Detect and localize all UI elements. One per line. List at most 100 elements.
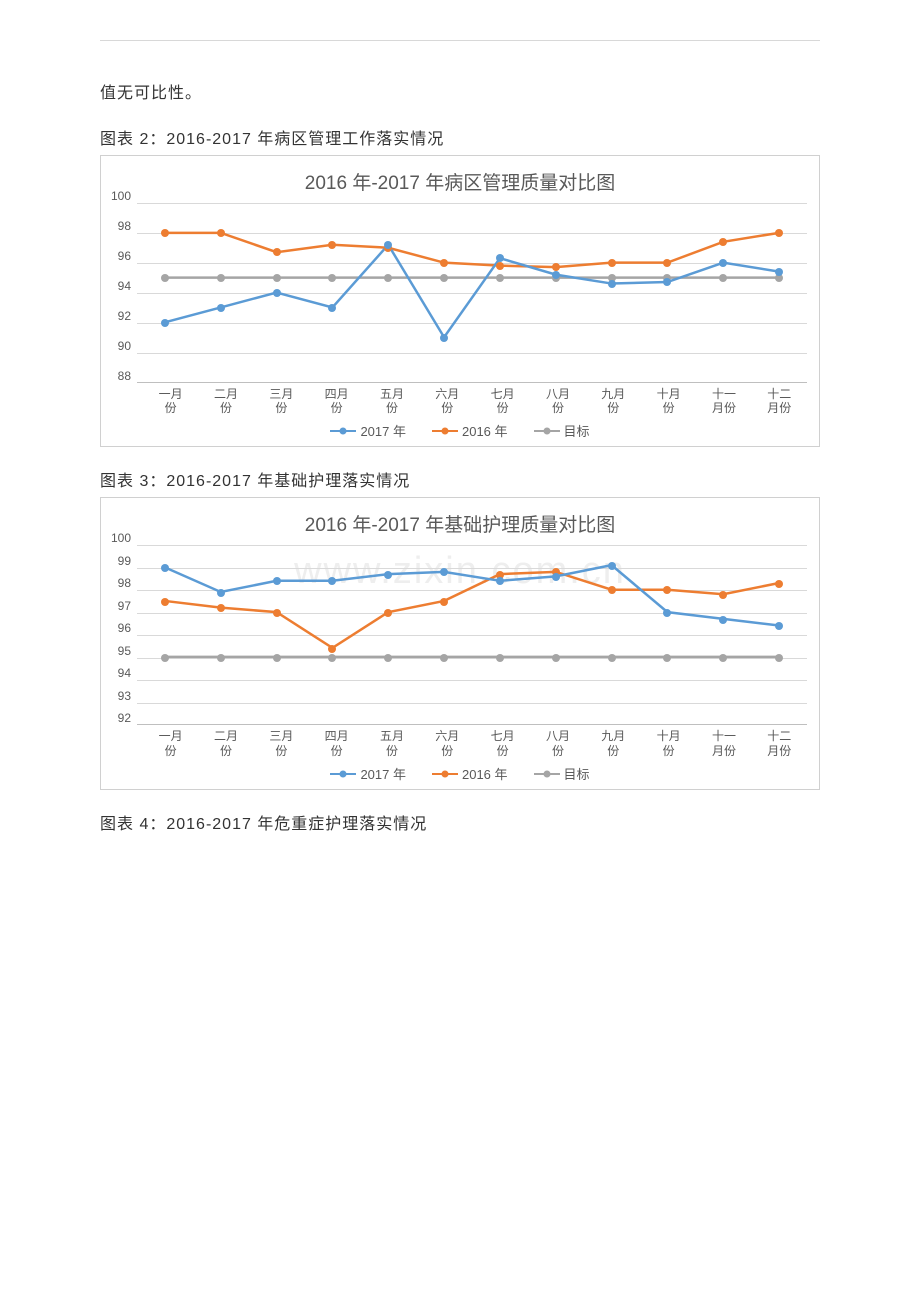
x-tick: 二月份 [198, 383, 253, 416]
chart3-x-axis: 一月份二月份三月份四月份五月份六月份七月份八月份九月份十月份十一月份十二月份 [143, 725, 807, 758]
x-tick: 五月份 [364, 725, 419, 758]
legend-swatch-2016 [432, 769, 458, 779]
data-point [161, 319, 169, 327]
legend-item-2016: 2016 年 [432, 764, 508, 783]
x-tick: 一月份 [143, 383, 198, 416]
x-tick: 十月份 [641, 725, 696, 758]
data-point [328, 241, 336, 249]
chart2-container: 2016 年-2017 年病区管理质量对比图 100989694929088 一… [100, 155, 820, 448]
chart3-container: 2016 年-2017 年基础护理质量对比图 www.zixin.com.cn … [100, 497, 820, 790]
data-point [496, 254, 504, 262]
data-point [663, 259, 671, 267]
legend-label-target: 目标 [564, 421, 590, 440]
data-point [608, 259, 616, 267]
data-point [273, 609, 281, 617]
data-point [552, 573, 560, 581]
data-point [161, 598, 169, 606]
data-point [217, 304, 225, 312]
x-tick: 二月份 [198, 725, 253, 758]
legend-item-target: 目标 [534, 421, 590, 440]
legend-item-2016: 2016 年 [432, 421, 508, 440]
data-point [161, 564, 169, 572]
x-tick: 十二月份 [752, 725, 807, 758]
data-point [775, 229, 783, 237]
data-point [552, 271, 560, 279]
chart4-caption: 图表 4：2016-2017 年危重症护理落实情况 [100, 810, 820, 834]
chart3-caption: 图表 3：2016-2017 年基础护理落实情况 [100, 467, 820, 491]
legend-swatch-2016 [432, 426, 458, 436]
x-tick: 三月份 [254, 725, 309, 758]
header-rule [100, 40, 820, 41]
x-tick: 五月份 [364, 383, 419, 416]
data-point [608, 280, 616, 288]
data-point [273, 577, 281, 585]
legend-swatch-target [534, 426, 560, 436]
x-tick: 七月份 [475, 725, 530, 758]
data-point [719, 616, 727, 624]
data-point [496, 654, 504, 662]
data-point [775, 580, 783, 588]
data-point [440, 259, 448, 267]
x-tick: 一月份 [143, 725, 198, 758]
data-point [496, 274, 504, 282]
data-point [552, 263, 560, 271]
data-point [552, 654, 560, 662]
data-point [273, 654, 281, 662]
x-tick: 四月份 [309, 725, 364, 758]
data-point [328, 304, 336, 312]
x-tick: 七月份 [475, 383, 530, 416]
chart3-legend: 2017 年 2016 年 目标 [101, 758, 819, 785]
data-point [161, 229, 169, 237]
data-point [775, 654, 783, 662]
chart3-y-axis: 1009998979695949392 [109, 545, 137, 725]
chart3-plot-area [137, 545, 807, 725]
data-point [496, 262, 504, 270]
data-point [384, 571, 392, 579]
chart2-caption: 图表 2：2016-2017 年病区管理工作落实情况 [100, 125, 820, 149]
data-point [608, 562, 616, 570]
legend-item-2017: 2017 年 [330, 764, 406, 783]
data-point [328, 274, 336, 282]
legend-label-target: 目标 [564, 764, 590, 783]
x-tick: 三月份 [254, 383, 309, 416]
x-tick: 六月份 [420, 383, 475, 416]
legend-swatch-target [534, 769, 560, 779]
chart2-legend: 2017 年 2016 年 目标 [101, 415, 819, 442]
data-point [608, 586, 616, 594]
data-point [273, 248, 281, 256]
intro-text: 值无可比性。 [100, 81, 820, 107]
data-point [440, 598, 448, 606]
legend-label-2016: 2016 年 [462, 421, 508, 440]
data-point [217, 589, 225, 597]
chart2-title: 2016 年-2017 年病区管理质量对比图 [101, 168, 819, 195]
legend-item-2017: 2017 年 [330, 421, 406, 440]
x-tick: 四月份 [309, 383, 364, 416]
chart2-plot-area [137, 203, 807, 383]
data-point [273, 274, 281, 282]
data-point [608, 654, 616, 662]
x-tick: 十二月份 [752, 383, 807, 416]
legend-label-2017: 2017 年 [360, 764, 406, 783]
data-point [384, 274, 392, 282]
data-point [440, 334, 448, 342]
data-point [440, 274, 448, 282]
legend-label-2016: 2016 年 [462, 764, 508, 783]
chart3-plot: 1009998979695949392 一月份二月份三月份四月份五月份六月份七月… [101, 545, 819, 758]
legend-label-2017: 2017 年 [360, 421, 406, 440]
x-tick: 九月份 [586, 725, 641, 758]
x-tick: 十一月份 [696, 725, 751, 758]
legend-item-target: 目标 [534, 764, 590, 783]
legend-swatch-2017 [330, 769, 356, 779]
data-point [384, 241, 392, 249]
x-tick: 十一月份 [696, 383, 751, 416]
data-point [719, 259, 727, 267]
chart2-y-axis: 100989694929088 [109, 203, 137, 383]
chart3-title: 2016 年-2017 年基础护理质量对比图 [101, 510, 819, 537]
data-point [217, 274, 225, 282]
data-point [273, 289, 281, 297]
x-tick: 八月份 [530, 725, 585, 758]
x-tick: 十月份 [641, 383, 696, 416]
data-point [719, 274, 727, 282]
x-tick: 八月份 [530, 383, 585, 416]
data-point [217, 654, 225, 662]
